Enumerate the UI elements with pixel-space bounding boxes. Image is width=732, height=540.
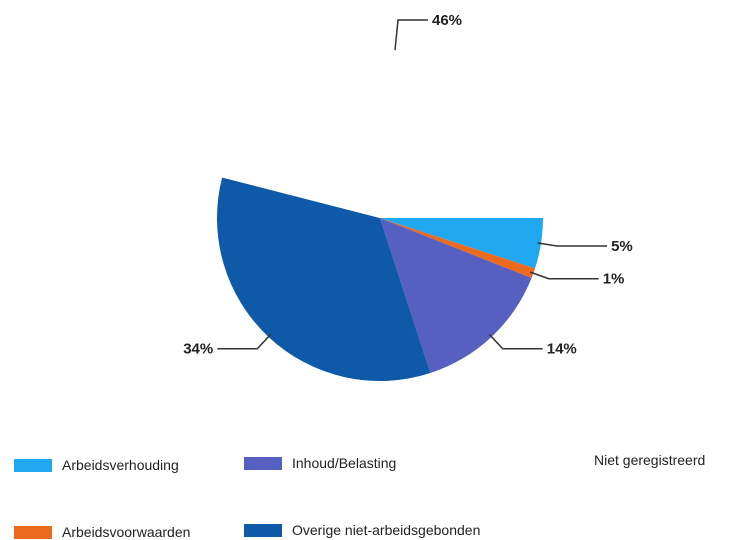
legend-label: Overige niet-arbeidsgebonden — [292, 522, 481, 538]
leader-line — [537, 242, 608, 247]
legend-swatch — [244, 523, 282, 537]
legend-label: Inhoud/Belasting — [292, 455, 397, 471]
leader-line — [394, 19, 428, 51]
pie-slice-arbeidsverhouding — [380, 218, 543, 269]
legend-item-arbeidsvoorwaarden: Arbeidsvoorwaarden — [14, 524, 190, 540]
pie-slice-niet-geregistreerd — [222, 54, 543, 219]
slice-label: 34% — [183, 341, 213, 358]
legend-label: Niet geregistreerd — [594, 452, 706, 468]
leader-line — [530, 271, 599, 280]
slice-label: 46% — [432, 12, 462, 29]
legend-swatch — [14, 525, 52, 539]
legend-item-inhoud-belasting: Inhoud/Belasting — [244, 455, 396, 471]
slice-label: 14% — [547, 341, 577, 358]
slice-label: 1% — [603, 271, 625, 288]
pie-slice-overige-niet-arbeidsgebonden — [216, 177, 431, 382]
legend-label: Arbeidsverhouding — [62, 457, 179, 473]
legend-label: Arbeidsvoorwaarden — [62, 524, 191, 540]
leader-line — [217, 333, 272, 350]
leader-line — [488, 333, 543, 350]
pie-slice-inhoud-belasting — [380, 218, 532, 374]
pie-slice-arbeidsvoorwaarden — [380, 218, 536, 279]
slice-label: 5% — [611, 238, 633, 255]
pie-chart: 5% 1% 14% 34% 46% — [183, 12, 633, 382]
legend-item-niet-geregistreerd: Niet geregistreerd — [594, 452, 705, 468]
legend-swatch — [14, 458, 52, 472]
legend-swatch — [244, 456, 282, 470]
legend-item-overige: Overige niet-arbeidsgebonden — [244, 522, 480, 538]
legend-item-arbeidsverhouding: Arbeidsverhouding — [14, 457, 179, 473]
